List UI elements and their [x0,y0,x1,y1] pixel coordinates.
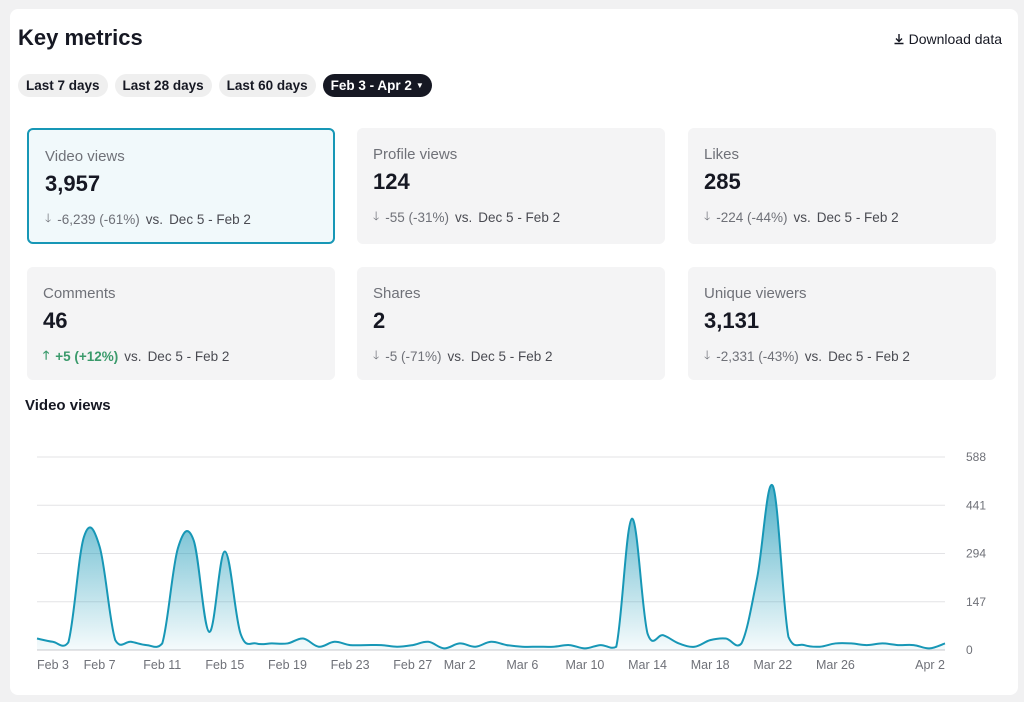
metric-vs: vs. [124,349,142,364]
chart-title: Video views [25,397,111,414]
metric-value: 2 [373,308,386,333]
metric-period: Dec 5 - Feb 2 [470,349,553,364]
x-tick-label: Mar 14 [628,658,667,672]
download-icon [894,34,904,45]
metric-vs: vs. [793,210,811,225]
download-data-label: Download data [908,31,1002,47]
x-tick-label: Mar 26 [816,658,855,672]
metric-value: 46 [43,308,68,333]
x-tick-label: Feb 7 [84,658,116,672]
metric-change: +5 (+12%) [55,349,119,364]
x-tick-label: Apr 2 [915,658,945,672]
x-tick-label: Mar 18 [691,658,730,672]
range-custom-dropdown[interactable]: Feb 3 - Apr 2 ▼ [322,74,432,97]
x-tick-label: Feb 19 [268,658,307,672]
metric-card-likes[interactable]: Likes 285 🡓 -224 (-44%) vs. Dec 5 - Feb … [688,128,996,244]
metric-label: Comments [43,285,116,302]
range-label: Last 60 days [226,78,308,93]
y-tick-label: 441 [966,498,986,512]
area-fill [37,484,945,650]
x-tick-label: Feb 11 [143,658,181,672]
x-tick-label: Feb 23 [331,658,370,672]
metric-change: -55 (-31%) [385,210,450,225]
metric-change: -224 (-44%) [716,210,788,225]
caret-down-icon: ▼ [415,81,424,90]
x-tick-label: Mar 6 [506,658,538,672]
y-tick-label: 0 [966,643,973,657]
arrow-down-icon: 🡓 [45,211,52,225]
range-last-28-days[interactable]: Last 28 days [114,74,212,97]
metric-delta: 🡓 -2,331 (-43%) vs. Dec 5 - Feb 2 [704,346,980,367]
arrow-down-icon: 🡓 [704,348,711,362]
metric-period: Dec 5 - Feb 2 [828,349,910,364]
metric-value: 124 [373,169,410,194]
metric-change: -5 (-71%) [385,349,442,364]
metric-delta: 🡓 -5 (-71%) vs. Dec 5 - Feb 2 [373,346,649,367]
x-tick-label: Mar 10 [565,658,604,672]
x-tick-label: Feb 15 [205,658,244,672]
download-data-button[interactable]: Download data [893,31,1002,47]
metric-card-profile-views[interactable]: Profile views 124 🡓 -55 (-31%) vs. Dec 5… [357,128,665,244]
metric-card-shares[interactable]: Shares 2 🡓 -5 (-71%) vs. Dec 5 - Feb 2 [357,267,665,380]
metric-period: Dec 5 - Feb 2 [169,212,251,227]
metric-label: Shares [373,285,421,302]
series-line [36,483,946,650]
y-tick-label: 588 [966,450,986,464]
date-range-selector: Last 7 days Last 28 days Last 60 days Fe… [18,74,432,97]
range-last-7-days[interactable]: Last 7 days [18,74,108,97]
arrow-down-icon: 🡓 [373,348,380,362]
metric-card-comments[interactable]: Comments 46 🡑 +5 (+12%) vs. Dec 5 - Feb … [27,267,335,380]
arrow-up-icon: 🡑 [43,348,50,362]
metric-period: Dec 5 - Feb 2 [478,210,561,225]
y-tick-label: 147 [966,595,986,609]
range-label: Last 28 days [122,78,204,93]
range-label: Last 7 days [26,78,100,93]
metric-vs: vs. [804,349,823,364]
metric-period: Dec 5 - Feb 2 [816,210,899,225]
x-tick-label: Mar 22 [753,658,792,672]
page-title: Key metrics [18,25,143,50]
metric-label: Unique viewers [704,285,807,302]
metric-change: -6,239 (-61%) [57,212,140,227]
metric-value: 3,957 [45,171,101,196]
range-last-60-days[interactable]: Last 60 days [218,74,316,97]
metric-value: 285 [704,169,741,194]
x-tick-label: Feb 27 [393,658,432,672]
metric-change: -2,331 (-43%) [716,349,799,364]
y-tick-label: 294 [966,547,986,561]
x-tick-label: Feb 3 [37,658,69,672]
range-label: Feb 3 - Apr 2 [330,78,412,93]
metric-vs: vs. [455,210,473,225]
arrow-down-icon: 🡓 [373,209,380,223]
metric-value: 3,131 [704,308,760,333]
metric-card-unique-viewers[interactable]: Unique viewers 3,131 🡓 -2,331 (-43%) vs.… [688,267,996,380]
metric-card-video-views[interactable]: Video views 3,957 🡓 -6,239 (-61%) vs. De… [27,128,335,244]
metric-vs: vs. [447,349,465,364]
metric-delta: 🡓 -55 (-31%) vs. Dec 5 - Feb 2 [373,207,649,228]
x-tick-label: Mar 2 [444,658,476,672]
metric-label: Likes [704,146,740,163]
metric-vs: vs. [145,212,164,227]
metric-delta: 🡓 -6,239 (-61%) vs. Dec 5 - Feb 2 [45,209,317,230]
metric-delta: 🡑 +5 (+12%) vs. Dec 5 - Feb 2 [43,346,319,367]
metric-delta: 🡓 -224 (-44%) vs. Dec 5 - Feb 2 [704,207,980,228]
metric-label: Profile views [373,146,458,163]
metric-period: Dec 5 - Feb 2 [147,349,230,364]
metric-label: Video views [45,148,125,165]
arrow-down-icon: 🡓 [704,209,711,223]
